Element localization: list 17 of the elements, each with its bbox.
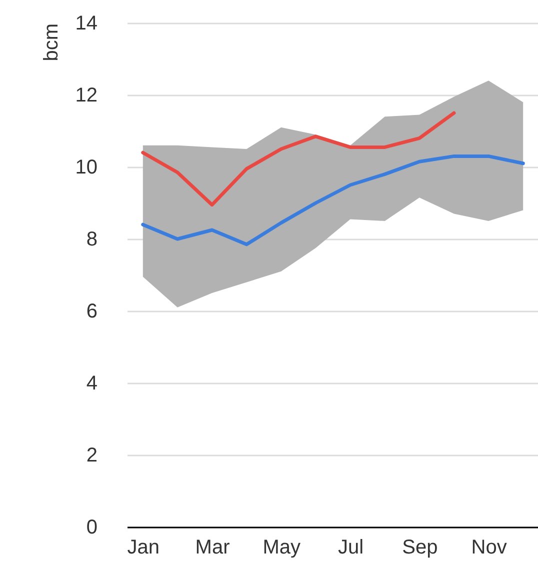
y-tick-label: 14	[75, 12, 98, 34]
y-tick-label: 0	[86, 516, 98, 538]
x-tick-label: May	[262, 536, 301, 558]
x-tick-label: Mar	[195, 536, 230, 558]
y-tick-label: 12	[75, 84, 98, 106]
x-tick-label: Nov	[471, 536, 507, 558]
x-tick-label: Jan	[127, 536, 160, 558]
x-tick-label: Jul	[338, 536, 364, 558]
line-series	[141, 154, 525, 246]
y-tick-label: 4	[86, 372, 98, 394]
y-axis-title: bcm	[40, 24, 62, 62]
x-tick-label: Sep	[402, 536, 438, 558]
y-tick-label: 2	[86, 444, 98, 466]
y-tick-label: 10	[75, 156, 98, 178]
y-tick-label: 8	[86, 228, 98, 250]
line-series	[141, 111, 456, 207]
y-tick-label: 6	[86, 300, 98, 322]
